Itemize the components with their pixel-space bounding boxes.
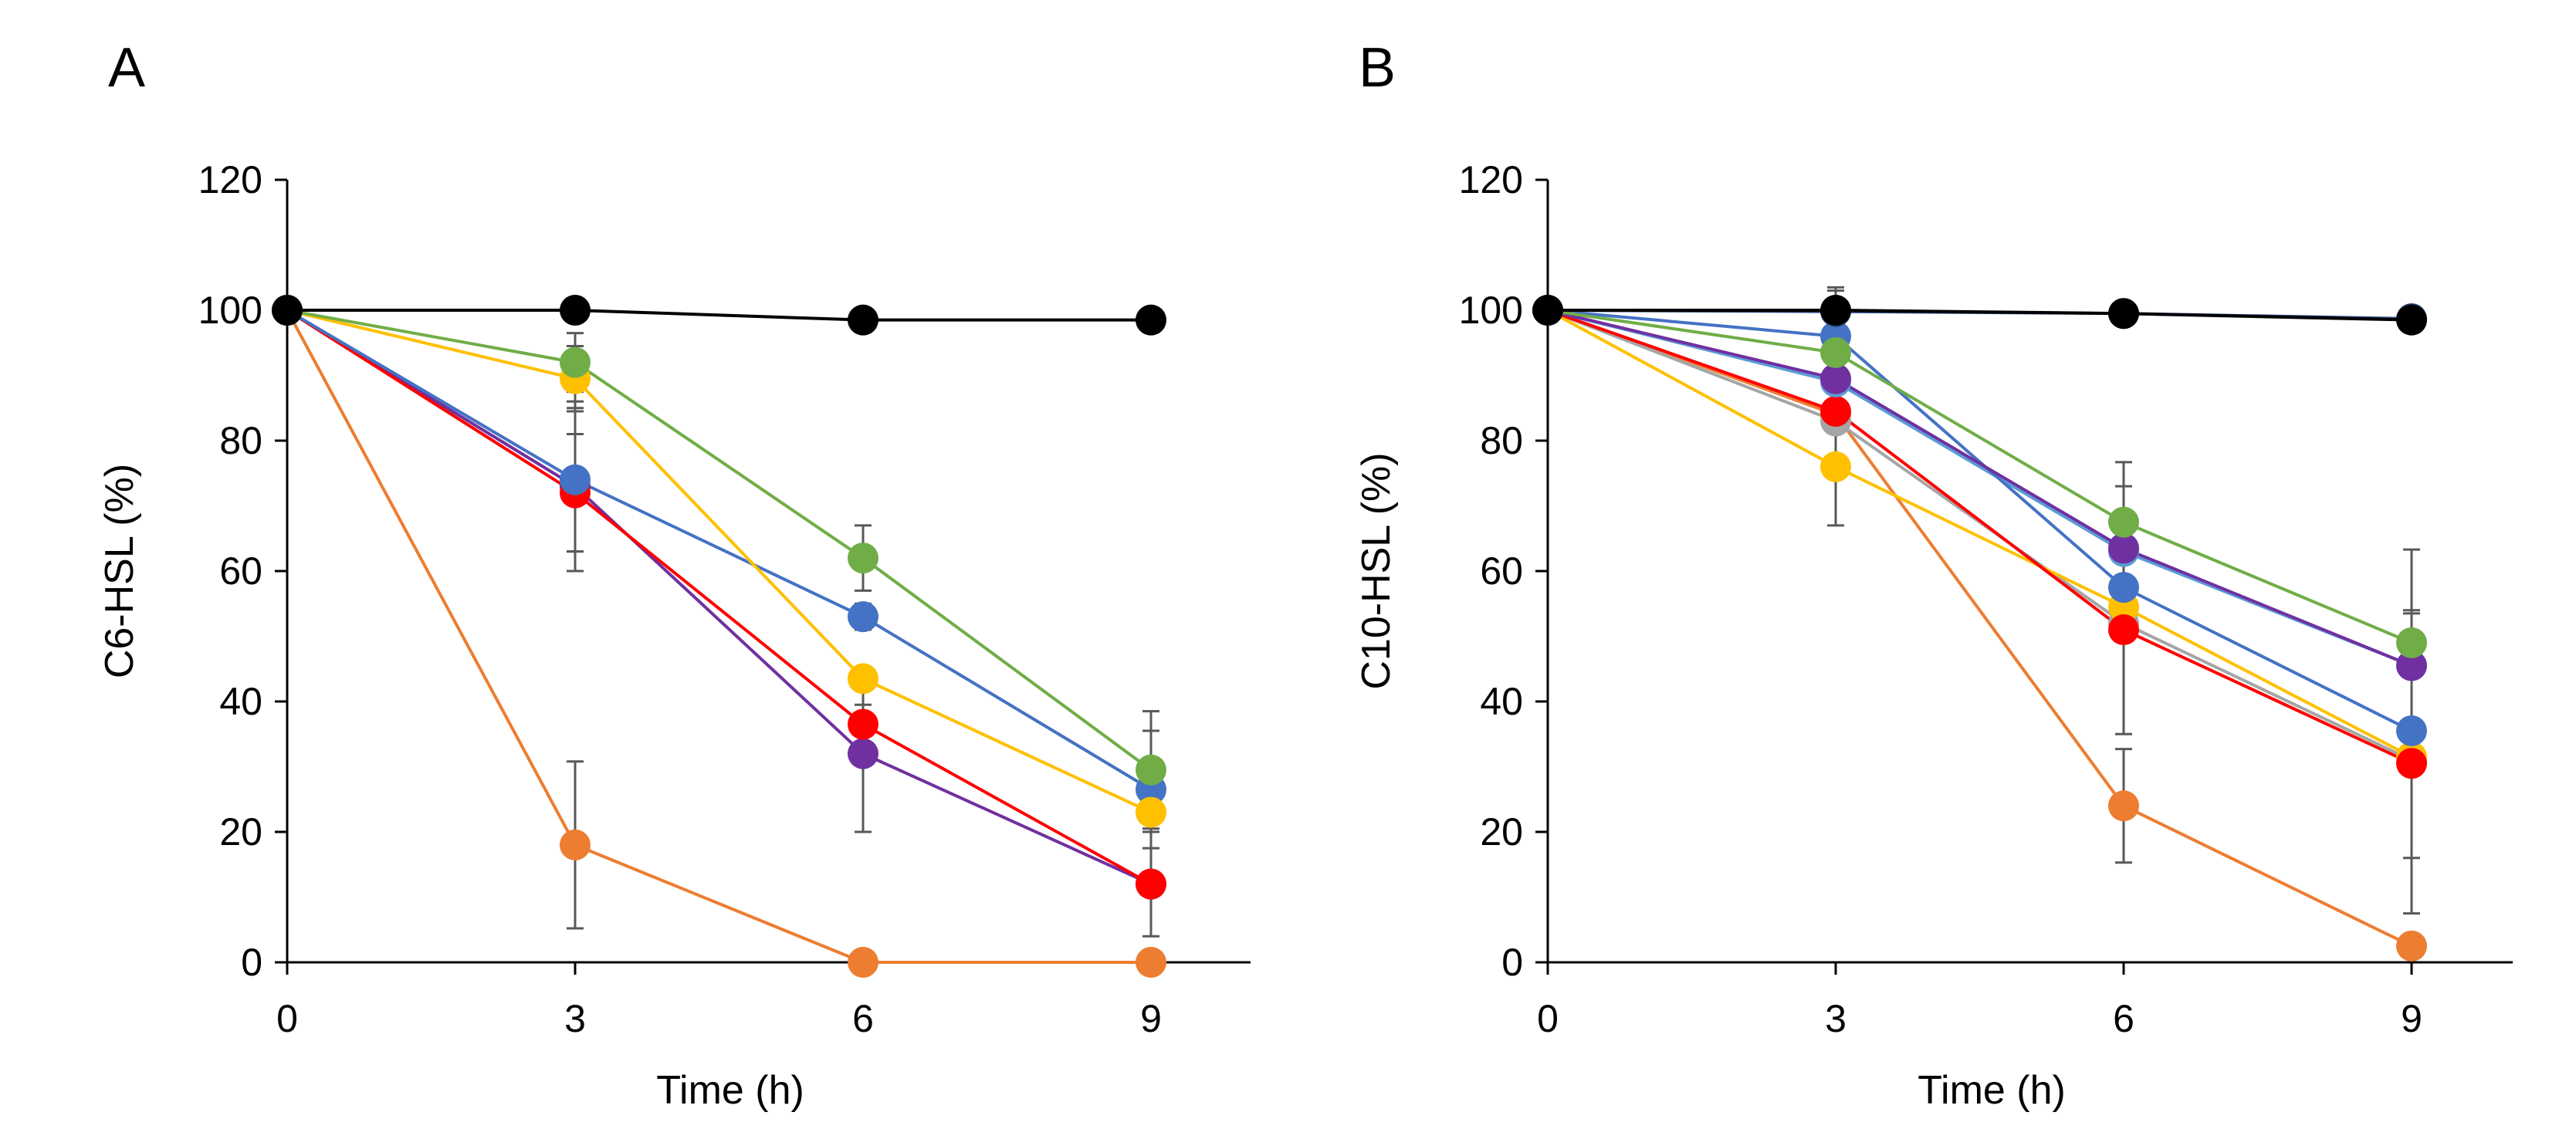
y-tick-label: 120 [1459,158,1523,201]
panel-letter: B [1359,37,1396,99]
data-point-orange [1136,947,1166,978]
x-tick-label: 0 [276,997,298,1040]
y-tick-label: 0 [1501,941,1523,984]
x-tick-label: 9 [2401,997,2422,1040]
x-tick-label: 3 [564,997,586,1040]
x-tick-label: 6 [2113,997,2134,1040]
data-point-blue [2108,572,2139,603]
data-point-red [1820,395,1851,427]
y-tick-label: 60 [1480,549,1523,593]
series-line-black [1548,309,2412,322]
data-point-blue [560,464,591,495]
data-point-black [272,295,303,326]
data-point-yellow [1136,796,1166,828]
y-tick-label: 0 [241,941,262,984]
series-line-yellow [1547,309,2412,759]
data-point-green [560,346,591,378]
series-line-red [1547,309,2412,766]
x-tick-label: 3 [1825,997,1847,1040]
data-point-orange [848,947,878,978]
panel-a: A 0 20 40 60 80 100 120 0 3 6 9 Time (h) C6-HSL (%) [97,37,1251,1113]
x-tick-label: 6 [852,997,874,1040]
data-point-blue [2396,715,2427,747]
data-point-purple [848,738,878,769]
data-point-green [2396,627,2427,658]
data-point-black [848,304,878,336]
data-point-green [848,543,878,574]
x-axis-title: Time (h) [656,1068,804,1113]
data-point-red [2396,748,2427,779]
y-tick-label: 40 [1480,680,1523,723]
data-point-red [2108,614,2139,646]
x-axis-title: Time (h) [1918,1068,2066,1113]
y-tick-label: 80 [219,419,262,462]
y-axis-title: C10-HSL (%) [1354,452,1399,689]
data-point-red [848,708,878,740]
data-point-black [2108,298,2139,330]
series-line-blue [286,309,1153,791]
y-tick-label: 80 [1480,419,1523,462]
series-line-black [287,309,1151,322]
data-point-purple [2396,650,2427,681]
series-line-orange [1547,309,2412,948]
y-tick-label: 60 [219,549,262,593]
series-line-orange [286,309,1151,964]
data-point-blue [848,601,878,633]
data-point-black [1820,295,1851,326]
y-tick-label: 100 [198,289,262,332]
data-point-green [1820,336,1851,368]
data-point-black [2396,304,2427,336]
data-point-green [1136,754,1166,786]
data-point-orange [2108,790,2139,822]
series-line-purple [1547,309,2412,668]
data-point-red [1136,868,1166,900]
data-point-yellow [1820,451,1851,482]
data-point-black [560,295,591,326]
y-tick-label: 20 [1480,810,1523,854]
y-tick-label: 40 [219,680,262,723]
data-point-black [1136,304,1166,336]
y-axis-title: C6-HSL (%) [97,464,142,678]
x-tick-label: 9 [1140,997,1162,1040]
data-point-green [2108,506,2139,538]
data-point-yellow [848,663,878,695]
series-line-yellow [286,309,1152,814]
series-line-red [286,309,1152,886]
x-tick-label: 0 [1537,997,1559,1040]
panel-letter: A [108,37,145,99]
series-line-green [1547,309,2412,644]
y-tick-label: 20 [219,810,262,854]
data-point-purple [2108,532,2139,564]
data-point-black [1532,295,1563,326]
data-point-orange [560,829,591,860]
data-point-purple [1820,363,1851,394]
panel-b: B 0 20 40 60 80 100 120 0 3 6 9 Time (h) C10-HSL (%) [1354,37,2513,1113]
series-line-green [286,309,1153,772]
y-tick-label: 120 [198,158,262,201]
y-tick-label: 100 [1459,289,1523,332]
data-point-orange [2396,930,2427,962]
series-line-purple [286,309,1152,886]
